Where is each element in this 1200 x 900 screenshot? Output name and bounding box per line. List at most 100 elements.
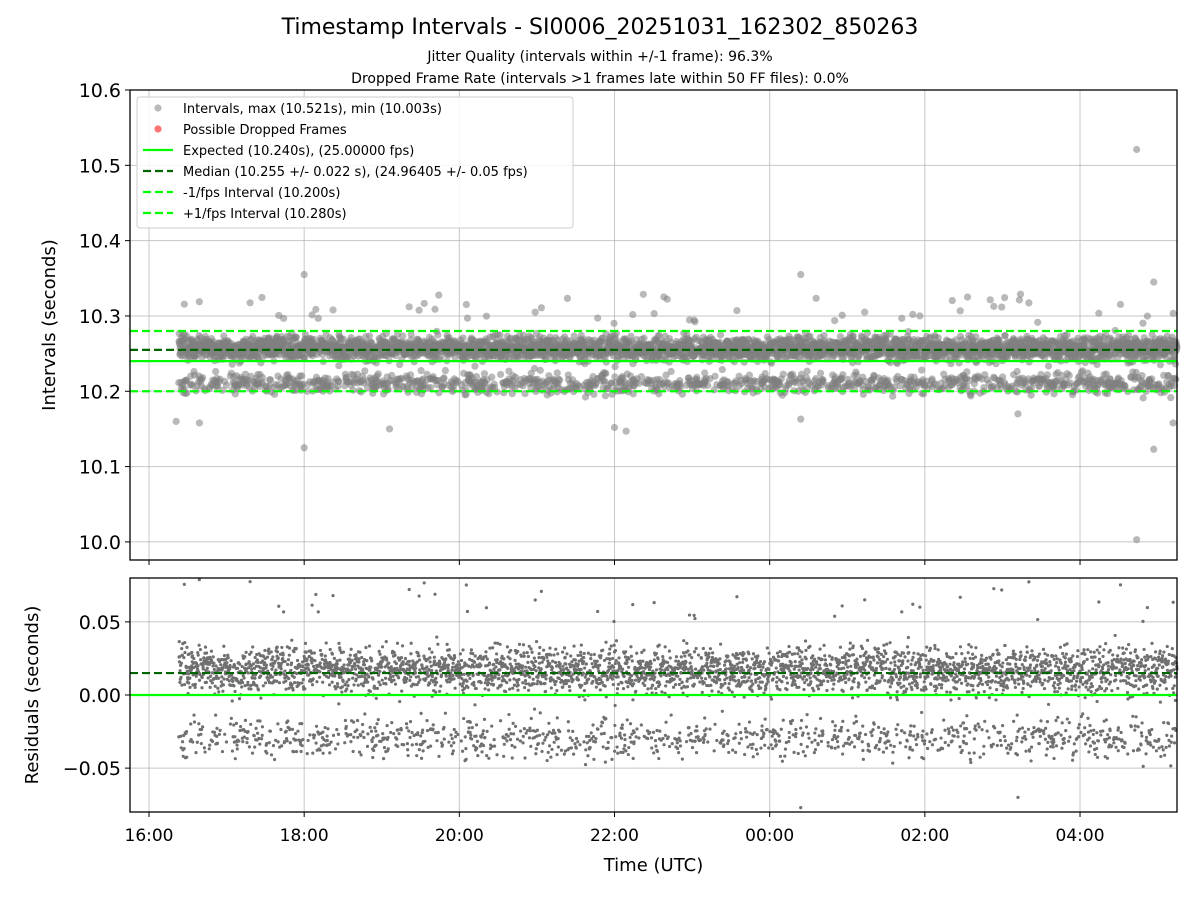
interval-point (963, 293, 972, 301)
residual-point (219, 680, 223, 684)
residual-point (212, 667, 216, 672)
residual-point (203, 645, 208, 649)
residual-point (221, 666, 225, 670)
interval-point (496, 370, 505, 379)
interval-point (1156, 361, 1165, 369)
interval-point (303, 387, 311, 395)
interval-point (831, 316, 839, 325)
residual-point (227, 679, 231, 683)
residual-point (203, 750, 207, 754)
interval-point (640, 334, 648, 342)
interval-point (1150, 278, 1158, 286)
interval-point (1025, 299, 1033, 307)
residual-point (246, 680, 250, 685)
interval-point (365, 332, 374, 340)
residual-point (258, 742, 262, 746)
residual-point (258, 719, 262, 723)
interval-point (1034, 318, 1042, 326)
residual-point (185, 645, 189, 649)
interval-point (610, 423, 619, 432)
interval-point (1001, 332, 1009, 340)
interval-point (1139, 394, 1147, 402)
residual-point (229, 716, 233, 720)
interval-point (779, 370, 787, 378)
interval-point (1143, 312, 1151, 320)
interval-point (601, 392, 609, 400)
interval-point (334, 377, 343, 386)
residual-point (212, 661, 216, 665)
residual-point (253, 745, 257, 749)
residual-point (180, 683, 184, 687)
chart-title: Timestamp Intervals - SI0006_20251031_16… (281, 15, 919, 40)
interval-point (990, 302, 998, 310)
residual-point (197, 722, 201, 726)
interval-point (776, 381, 784, 389)
residual-point (189, 722, 193, 726)
residual-point (259, 737, 264, 741)
interval-point (270, 390, 279, 398)
residual-point (237, 739, 241, 743)
residual-point (255, 731, 260, 735)
residual-point (178, 669, 182, 673)
interval-point (301, 354, 309, 362)
interval-point (650, 309, 658, 318)
interval-point (258, 293, 266, 302)
y-tick-label: 0.00 (79, 685, 121, 707)
residual-point (215, 734, 219, 738)
interval-point (195, 419, 204, 427)
interval-point (998, 303, 1006, 311)
interval-point (463, 314, 472, 322)
interval-point (172, 417, 180, 426)
interval-point (602, 369, 610, 377)
interval-point (1133, 145, 1141, 154)
interval-point (711, 372, 719, 380)
residual-point (214, 713, 218, 717)
residual-point (248, 580, 252, 584)
residual-point (190, 650, 194, 655)
interval-point (212, 367, 220, 376)
interval-point (312, 305, 320, 313)
interval-point (335, 362, 343, 370)
interval-point (280, 314, 288, 322)
residual-point (233, 757, 237, 761)
residual-point (245, 737, 249, 741)
interval-point (963, 368, 971, 376)
residual-point (179, 734, 183, 738)
residual-point (235, 743, 239, 747)
interval-point (898, 314, 906, 322)
residual-point (198, 647, 203, 652)
interval-point (852, 371, 861, 379)
chart-subtitle-jitter: Jitter Quality (intervals within +/-1 fr… (427, 49, 773, 65)
residual-point (192, 720, 197, 724)
interval-point (676, 383, 685, 391)
residual-point (210, 739, 215, 744)
residual-point (250, 751, 255, 755)
interval-point (398, 332, 407, 340)
interval-point (733, 306, 741, 315)
y-tick-label: 10.3 (79, 306, 121, 328)
interval-point (462, 300, 470, 309)
residual-point (238, 662, 242, 666)
interval-point (704, 381, 712, 389)
y-tick-label: −0.05 (63, 758, 121, 780)
residual-point (187, 681, 191, 685)
residual-point (178, 680, 182, 684)
residual-point (244, 650, 248, 654)
residual-point (182, 582, 186, 587)
residual-point (194, 751, 198, 755)
interval-point (1044, 362, 1053, 370)
residual-point (202, 746, 206, 750)
interval-point (180, 300, 188, 308)
interval-point (537, 304, 545, 312)
residual-point (221, 683, 225, 687)
residual-point (188, 676, 192, 680)
residual-point (225, 661, 229, 665)
interval-point (482, 312, 491, 320)
residual-point (179, 661, 184, 665)
interval-point (300, 270, 308, 279)
interval-point (556, 376, 564, 384)
interval-point (471, 362, 479, 370)
interval-point (1139, 319, 1147, 327)
residual-point (259, 674, 263, 678)
residual-point (233, 689, 237, 694)
